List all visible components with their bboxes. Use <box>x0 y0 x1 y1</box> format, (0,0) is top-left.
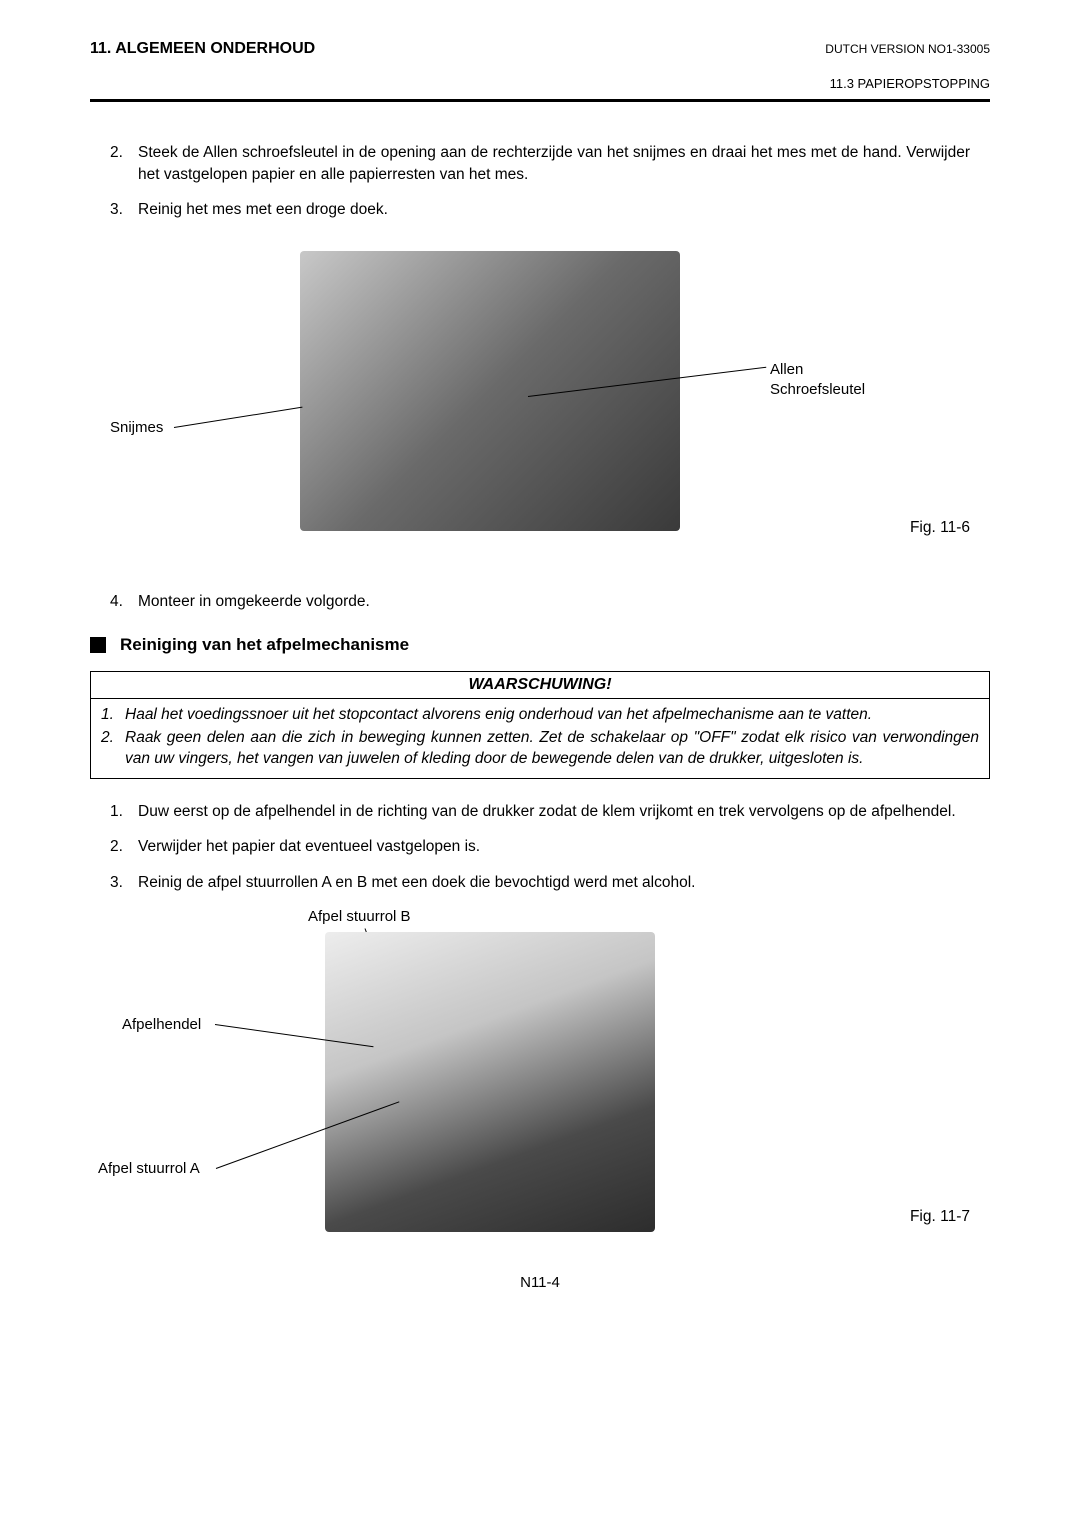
figure-2: Afpel stuurrol B Afpelhendel Afpel stuur… <box>110 908 970 1248</box>
warning-text: Raak geen delen aan die zich in beweging… <box>125 728 979 770</box>
step-text: Reinig het mes met een droge doek. <box>138 199 970 221</box>
page-content: 2. Steek de Allen schroefsleutel in de o… <box>90 142 990 613</box>
step-text: Reinig de afpel stuurrollen A en B met e… <box>138 872 970 894</box>
fig2-caption: Fig. 11-7 <box>910 1208 970 1226</box>
page-header: 11. ALGEMEEN ONDERHOUD DUTCH VERSION NO1… <box>90 40 990 58</box>
step-item: 2. Verwijder het papier dat eventueel va… <box>110 836 970 858</box>
step-num: 3. <box>110 872 138 894</box>
steps-top: 2. Steek de Allen schroefsleutel in de o… <box>110 142 970 221</box>
figure-2-image <box>325 932 655 1232</box>
step-item: 4. Monteer in omgekeerde volgorde. <box>110 591 970 613</box>
section-2-content: 1. Duw eerst op de afpelhendel in de ric… <box>90 801 990 1248</box>
header-title: 11. ALGEMEEN ONDERHOUD <box>90 40 315 58</box>
step-item: 2. Steek de Allen schroefsleutel in de o… <box>110 142 970 185</box>
bullet-square-icon <box>90 637 106 653</box>
step-item: 1. Duw eerst op de afpelhendel in de ric… <box>110 801 970 823</box>
step-num: 3. <box>110 199 138 221</box>
warning-num: 1. <box>101 705 125 726</box>
step-text: Verwijder het papier dat eventueel vastg… <box>138 836 970 858</box>
fig2-left-label2: Afpel stuurrol A <box>98 1160 200 1177</box>
figure-1-image <box>300 251 680 531</box>
fig1-label-right1: Allen <box>770 361 803 378</box>
step-num: 4. <box>110 591 138 613</box>
fig1-label-left: Snijmes <box>110 419 163 436</box>
step-item: 3. Reinig het mes met een droge doek. <box>110 199 970 221</box>
warning-title: WAARSCHUWING! <box>91 672 989 699</box>
steps-section2: 1. Duw eerst op de afpelhendel in de ric… <box>110 801 970 894</box>
step-num: 1. <box>110 801 138 823</box>
figure-1: Snijmes Allen Schroefsleutel Fig. 11-6 <box>110 251 970 551</box>
step-num: 2. <box>110 836 138 858</box>
step-text: Steek de Allen schroefsleutel in de open… <box>138 142 970 185</box>
page-number: N11-4 <box>90 1274 990 1291</box>
step-text: Duw eerst op de afpelhendel in de richti… <box>138 801 970 823</box>
warning-num: 2. <box>101 728 125 770</box>
warning-item: 1. Haal het voedingssnoer uit het stopco… <box>101 705 979 726</box>
fig1-caption: Fig. 11-6 <box>910 519 970 537</box>
fig1-label-right2: Schroefsleutel <box>770 381 865 398</box>
warning-item: 2. Raak geen delen aan die zich in beweg… <box>101 728 979 770</box>
warning-body: 1. Haal het voedingssnoer uit het stopco… <box>91 699 989 778</box>
warning-box: WAARSCHUWING! 1. Haal het voedingssnoer … <box>90 671 990 779</box>
lead-line <box>174 407 303 428</box>
warning-text: Haal het voedingssnoer uit het stopconta… <box>125 705 979 726</box>
step-num: 2. <box>110 142 138 185</box>
step-text: Monteer in omgekeerde volgorde. <box>138 591 970 613</box>
header-rule <box>90 99 990 102</box>
section-2-title: Reiniging van het afpelmechanisme <box>120 635 409 655</box>
fig2-top-label: Afpel stuurrol B <box>308 908 411 925</box>
header-version: DUTCH VERSION NO1-33005 <box>825 42 990 56</box>
fig2-left-label1: Afpelhendel <box>122 1016 201 1033</box>
steps-mid: 4. Monteer in omgekeerde volgorde. <box>110 591 970 613</box>
section-2-heading: Reiniging van het afpelmechanisme <box>90 635 990 655</box>
step-item: 3. Reinig de afpel stuurrollen A en B me… <box>110 872 970 894</box>
header-section: 11.3 PAPIEROPSTOPPING <box>90 76 990 91</box>
